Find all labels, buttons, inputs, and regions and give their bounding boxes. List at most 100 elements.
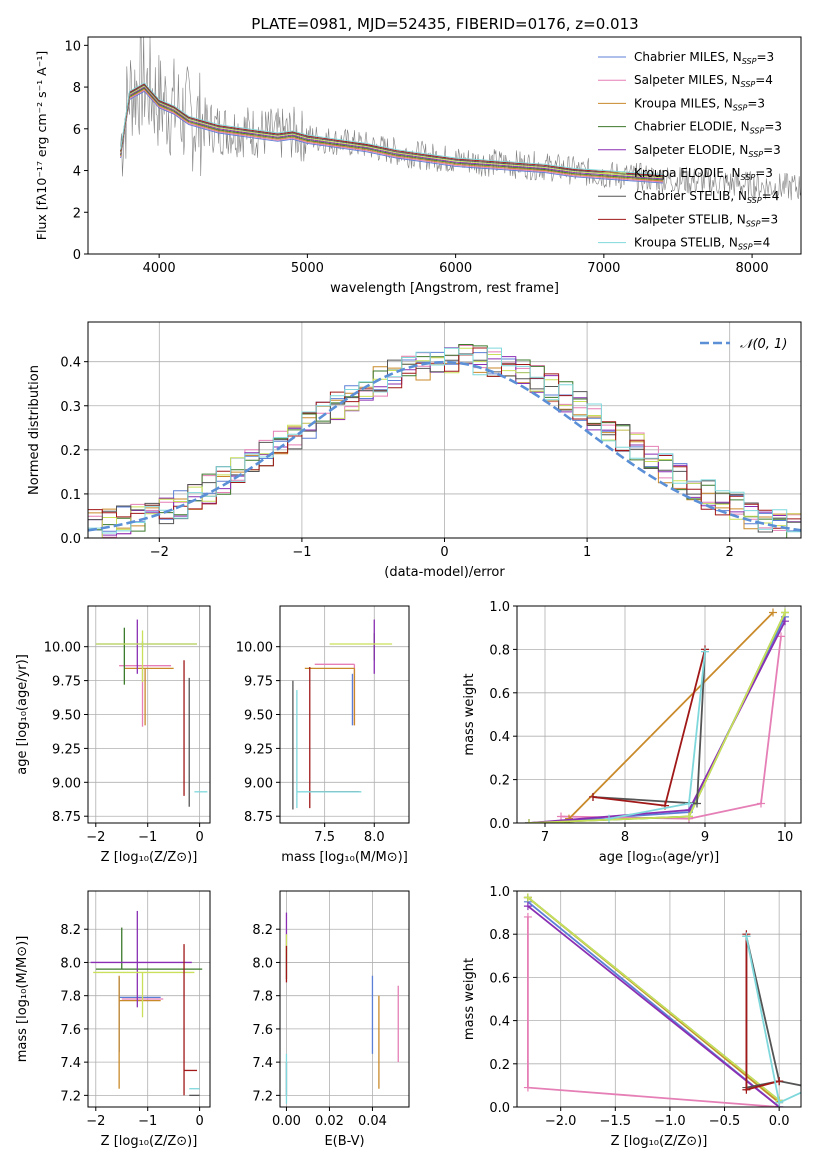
legend-label: Salpeter MILES, NSSP=4: [634, 73, 773, 89]
series-line: [528, 620, 786, 823]
series-model-chabrier-miles: [120, 90, 664, 184]
x-axis-label: E(B-V): [324, 1134, 364, 1149]
x-tick-label: 0.02: [315, 1114, 344, 1129]
y-tick-label: 7.6: [252, 1023, 273, 1038]
y-tick-label: 7.6: [60, 1023, 81, 1038]
y-tick-label: 0.8: [489, 928, 510, 943]
y-tick-label: 0.0: [60, 532, 81, 547]
y-tick-label: 7.8: [252, 990, 273, 1005]
legend-label: Salpeter ELODIE, NSSP=3: [634, 143, 781, 159]
x-tick-label: −0.5: [709, 1114, 741, 1129]
errorbar-kroupa-miles: [304, 667, 356, 726]
y-tick-label: 0.2: [489, 1058, 510, 1073]
y-tick-label: 10.00: [236, 641, 273, 656]
point-marker: [525, 819, 533, 823]
series-line: [568, 611, 774, 820]
x-axis-label: mass [log₁₀(M/M⊙)]: [281, 850, 408, 865]
series-model-chabrier-stelib: [120, 84, 664, 178]
plot-area: [95, 619, 208, 807]
errorbar-salpeter-stelib: [183, 944, 198, 1096]
point-marker: [757, 799, 765, 808]
axes-frame: [516, 605, 802, 824]
y-tick-label: 7.2: [252, 1089, 273, 1104]
panel-massweight-vs-Z: −2.0 −1.5 −1.0 −0.5 0.0 0.0 0.2 0.4 0.6 0.8 1.0 Z […: [462, 885, 802, 1149]
y-tick-label: 10: [64, 39, 81, 54]
point-marker: [701, 647, 709, 656]
y-tick-label: 0.4: [489, 730, 510, 745]
point-marker: [557, 812, 565, 821]
errorbar-kroupa-elodie: [93, 971, 195, 1018]
legend-label: Kroupa STELIB, NSSP=4: [634, 236, 770, 252]
errorbar-salpeter-elodie: [90, 910, 192, 1008]
axes-frame: [279, 890, 410, 1108]
series-model-kroupa-stelib: [120, 82, 664, 176]
errorbar-kroupa-stelib: [296, 690, 362, 809]
y-tick-label: 9.75: [244, 675, 273, 690]
series-line: [527, 896, 780, 1102]
x-tick-label: 0.04: [358, 1114, 387, 1129]
x-tick-label: 0: [440, 545, 448, 560]
y-tick-label: 8.75: [52, 810, 81, 825]
point-marker: [693, 799, 701, 808]
x-tick-label: 0: [195, 1114, 203, 1129]
y-tick-label: 9.50: [52, 709, 81, 724]
x-tick-label: 6000: [439, 261, 472, 276]
x-tick-label: −2: [86, 1114, 105, 1129]
x-tick-label: −1: [138, 830, 157, 845]
series-chabrier-miles: [525, 612, 789, 823]
y-tick-label: 0.2: [489, 774, 510, 789]
panel-mass-vs-Z: −2 −1 0 7.2 7.4 7.6 7.8 8.0 8.2 Z [log₁₀(Z/Z⊙)] ma…: [15, 890, 211, 1149]
plot-area: [88, 344, 801, 538]
series-model-salpeter-miles: [120, 89, 664, 183]
y-axis-label: mass weight: [462, 958, 477, 1040]
series-line: [528, 612, 786, 823]
x-axis-label: Z [log₁₀(Z/Z⊙)]: [101, 1134, 198, 1149]
point-marker: [605, 814, 613, 823]
y-tick-label: 0.6: [489, 687, 510, 702]
y-axis-label: Flux [fλ10⁻¹⁷ erg cm⁻² s⁻¹ A⁻¹]: [34, 51, 49, 240]
plot-area: [523, 893, 801, 1107]
y-tick-label: 7.2: [60, 1089, 81, 1104]
x-tick-label: −1: [138, 1114, 157, 1129]
x-tick-label: 2: [726, 545, 734, 560]
x-tick-label: 7.5: [314, 830, 335, 845]
x-tick-label: 8.0: [364, 830, 385, 845]
point-marker: [589, 792, 597, 801]
x-axis-label: Z [log₁₀(Z/Z⊙)]: [101, 850, 198, 865]
x-tick-label: 1: [583, 545, 591, 560]
legend: Chabrier MILES, NSSP=3 Salpeter MILES, NS…: [598, 50, 782, 252]
y-tick-label: 2: [73, 206, 81, 221]
y-tick-label: 9.50: [244, 709, 273, 724]
y-tick-label: 9.25: [244, 742, 273, 757]
y-tick-label: 8.75: [244, 810, 273, 825]
x-tick-label: −2.0: [545, 1114, 577, 1129]
axes-frame: [516, 890, 802, 1108]
panel-mass-vs-EBV: 0.00 0.02 0.04 7.2 7.4 7.6 7.8 8.0 8.2 E(B-V): [252, 890, 410, 1149]
y-axis-label: mass [log₁₀(M/M⊙)]: [15, 936, 30, 1063]
point-marker: [777, 632, 785, 641]
legend-label: Chabrier ELODIE, NSSP=3: [634, 120, 782, 136]
point-marker: [775, 1098, 784, 1107]
y-tick-label: 8: [73, 81, 81, 96]
y-tick-label: 1.0: [489, 600, 510, 615]
axes-frame: [87, 890, 211, 1108]
point-marker: [769, 608, 777, 617]
y-tick-label: 7.8: [60, 990, 81, 1005]
y-tick-label: 0.0: [489, 817, 510, 832]
legend-label: Chabrier MILES, NSSP=3: [634, 50, 774, 66]
x-tick-label: 8: [621, 830, 629, 845]
x-tick-label: 10: [777, 830, 794, 845]
point-marker: [781, 608, 789, 617]
plot-area: [525, 608, 789, 823]
series-kroupa-elodie: [523, 893, 784, 1105]
series-salpeter-elodie: [525, 617, 789, 823]
series-model-chabrier-elodie: [120, 87, 664, 181]
y-axis-label: age [log₁₀(age/yr)]: [15, 654, 30, 775]
plot-area: [120, 37, 801, 201]
gaussian-curve: [88, 360, 801, 532]
y-tick-label: 8.2: [60, 923, 81, 938]
y-tick-label: 9.75: [52, 675, 81, 690]
legend-label: Chabrier STELIB, NSSP=4: [634, 189, 779, 205]
series-line: [527, 905, 780, 1107]
